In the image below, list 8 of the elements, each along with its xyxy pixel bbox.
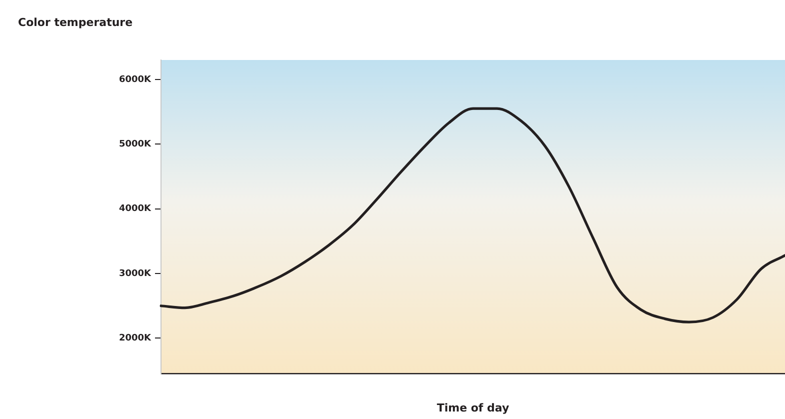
y-tick-label: 4000K xyxy=(118,204,152,214)
y-tick-label: 6000K xyxy=(118,74,152,85)
y-tick-label: 3000K xyxy=(118,268,152,279)
y-tick-label: 2000K xyxy=(118,334,152,344)
line-series xyxy=(160,107,785,324)
y-axis-title: Color temperature xyxy=(18,16,133,29)
y-tick-label: 5000K xyxy=(118,139,152,150)
x-axis-title: Time of day xyxy=(436,401,510,414)
